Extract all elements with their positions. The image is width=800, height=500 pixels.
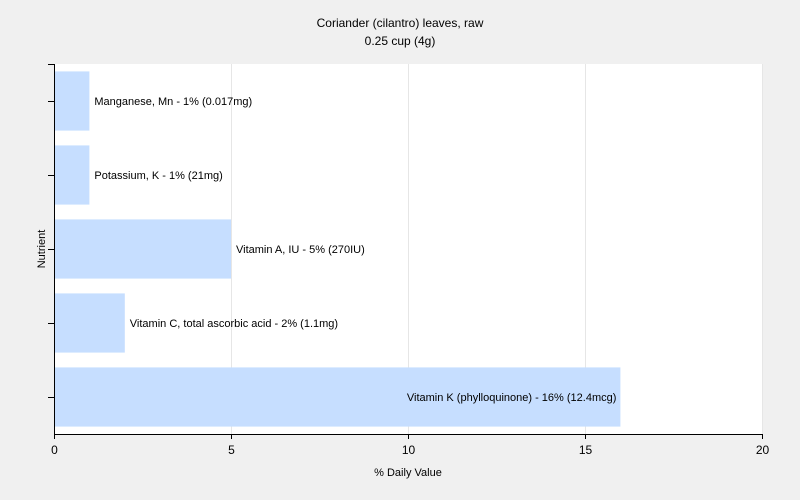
- bars: Manganese, Mn - 1% (0.017mg) Potassium, K…: [54, 71, 621, 427]
- chart-title: Coriander (cilantro) leaves, raw: [317, 16, 484, 30]
- axes: 0 5 10 15 20: [48, 64, 769, 457]
- bar-label-5: Vitamin K (phylloquinone) - 16% (12.4mcg…: [407, 392, 617, 404]
- bar-label-3: Vitamin A, IU - 5% (270IU): [236, 244, 365, 256]
- x-axis-title: % Daily Value: [374, 467, 442, 479]
- x-tick-label-2: 10: [402, 443, 416, 457]
- bar-label-1: Manganese, Mn - 1% (0.017mg): [94, 96, 252, 108]
- bar-1: [54, 71, 90, 131]
- x-tick-label-0: 0: [51, 443, 58, 457]
- bar-label-2: Potassium, K - 1% (21mg): [94, 170, 222, 182]
- bar-3: [54, 219, 231, 279]
- bar-2: [54, 145, 90, 205]
- x-tick-label-4: 20: [756, 443, 770, 457]
- bar-4: [54, 293, 125, 353]
- x-tick-label-3: 15: [579, 443, 593, 457]
- y-axis-title: Nutrient: [36, 230, 48, 269]
- bar-label-4: Vitamin C, total ascorbic acid - 2% (1.1…: [130, 318, 338, 330]
- bar-5: [54, 367, 621, 427]
- x-tick-label-1: 5: [228, 443, 235, 457]
- chart-subtitle: 0.25 cup (4g): [365, 34, 436, 48]
